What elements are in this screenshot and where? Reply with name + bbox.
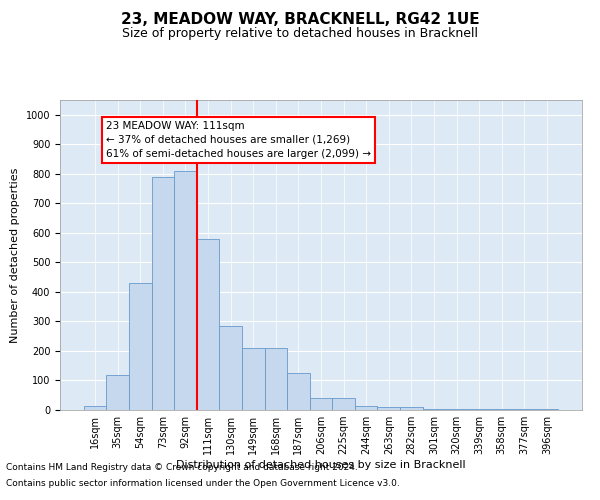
Text: Size of property relative to detached houses in Bracknell: Size of property relative to detached ho… <box>122 28 478 40</box>
Text: Contains public sector information licensed under the Open Government Licence v3: Contains public sector information licen… <box>6 478 400 488</box>
Bar <box>174 171 197 410</box>
Text: Contains HM Land Registry data © Crown copyright and database right 2024.: Contains HM Land Registry data © Crown c… <box>6 464 358 472</box>
Y-axis label: Number of detached properties: Number of detached properties <box>10 168 20 342</box>
Bar <box>355 406 377 410</box>
Bar <box>377 407 400 410</box>
Bar <box>106 374 129 410</box>
Bar <box>197 239 220 410</box>
Bar <box>400 407 422 410</box>
Bar <box>445 408 468 410</box>
Text: 23 MEADOW WAY: 111sqm
← 37% of detached houses are smaller (1,269)
61% of semi-d: 23 MEADOW WAY: 111sqm ← 37% of detached … <box>106 120 371 158</box>
Bar <box>242 348 265 410</box>
Bar <box>152 177 174 410</box>
X-axis label: Distribution of detached houses by size in Bracknell: Distribution of detached houses by size … <box>176 460 466 470</box>
Bar <box>468 408 490 410</box>
Bar <box>287 373 310 410</box>
Bar <box>310 398 332 410</box>
Bar <box>220 326 242 410</box>
Bar <box>513 409 536 410</box>
Bar <box>332 398 355 410</box>
Bar <box>129 283 152 410</box>
Bar <box>422 408 445 410</box>
Bar <box>490 408 513 410</box>
Bar <box>84 406 106 410</box>
Text: 23, MEADOW WAY, BRACKNELL, RG42 1UE: 23, MEADOW WAY, BRACKNELL, RG42 1UE <box>121 12 479 28</box>
Bar <box>536 408 558 410</box>
Bar <box>265 348 287 410</box>
